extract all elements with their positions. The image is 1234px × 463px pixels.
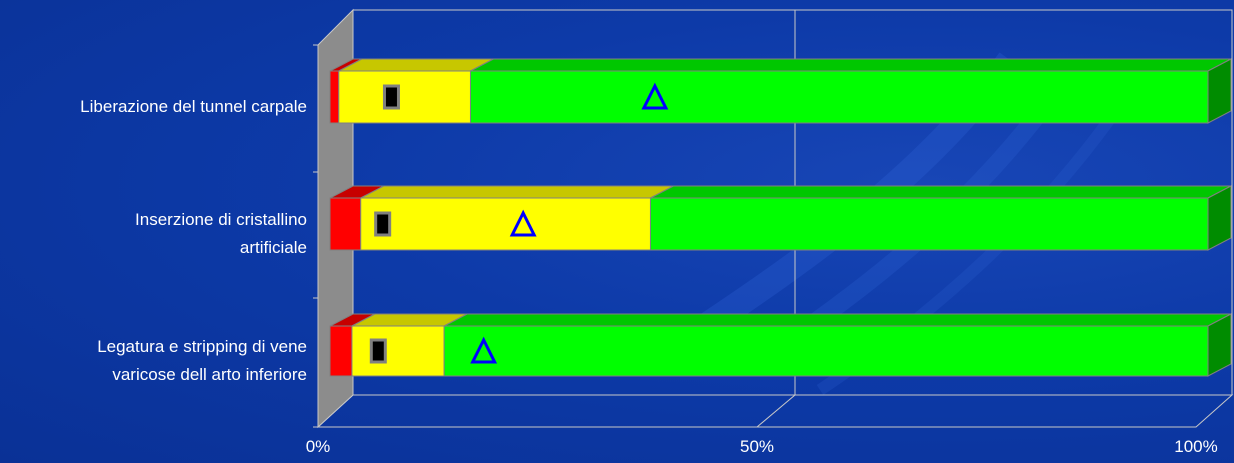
category-label-line: artificiale (239, 238, 307, 257)
marker-triangle-2 (470, 336, 498, 364)
category-label: Legatura e stripping di vene varicose del… (0, 333, 307, 389)
bar-0-seg-0 (329, 70, 340, 124)
floor-gridline-50 (756, 394, 796, 428)
x-tick-label: 0% (305, 437, 331, 456)
category-label: Liberazione del tunnel carpale (0, 93, 307, 121)
bar-1-seg-2-top (650, 185, 1232, 199)
bar-1-seg-1-top (360, 185, 674, 199)
marker-square-0 (382, 84, 400, 110)
category-label-line: Liberazione del tunnel carpale (80, 97, 307, 116)
x-tick-label: 100% (1174, 437, 1218, 456)
bar-2-seg-2 (443, 325, 1209, 377)
floor-plane (316, 394, 1234, 428)
category-label-line: Inserzione di cristallino (135, 210, 307, 229)
bar-2-seg-1 (351, 325, 445, 377)
bar-2-side (1207, 313, 1232, 377)
category-label: Inserzione di cristallino artificiale (0, 206, 307, 262)
bar-0-seg-2-top (470, 58, 1232, 72)
x-tick-label: 50% (739, 437, 775, 456)
marker-square-2 (369, 338, 387, 364)
bar-0-seg-2 (469, 70, 1209, 124)
bar-1-seg-2 (649, 197, 1209, 251)
bar-0-seg-1-top (338, 58, 494, 72)
bar-0-seg-1 (338, 70, 471, 124)
marker-triangle-1 (509, 209, 537, 237)
bar-0-side (1207, 58, 1232, 124)
bar-2-seg-0 (329, 325, 353, 377)
bar-2-seg-2-top (443, 313, 1232, 327)
category-label-line: Legatura e stripping di vene (97, 337, 307, 356)
bar-1-seg-0 (329, 197, 362, 251)
bar-1-seg-1 (360, 197, 651, 251)
marker-square-1 (374, 211, 392, 237)
category-label-line: varicose dell arto inferiore (112, 365, 307, 384)
bar-1-side (1207, 185, 1232, 251)
marker-triangle-0 (641, 82, 669, 110)
